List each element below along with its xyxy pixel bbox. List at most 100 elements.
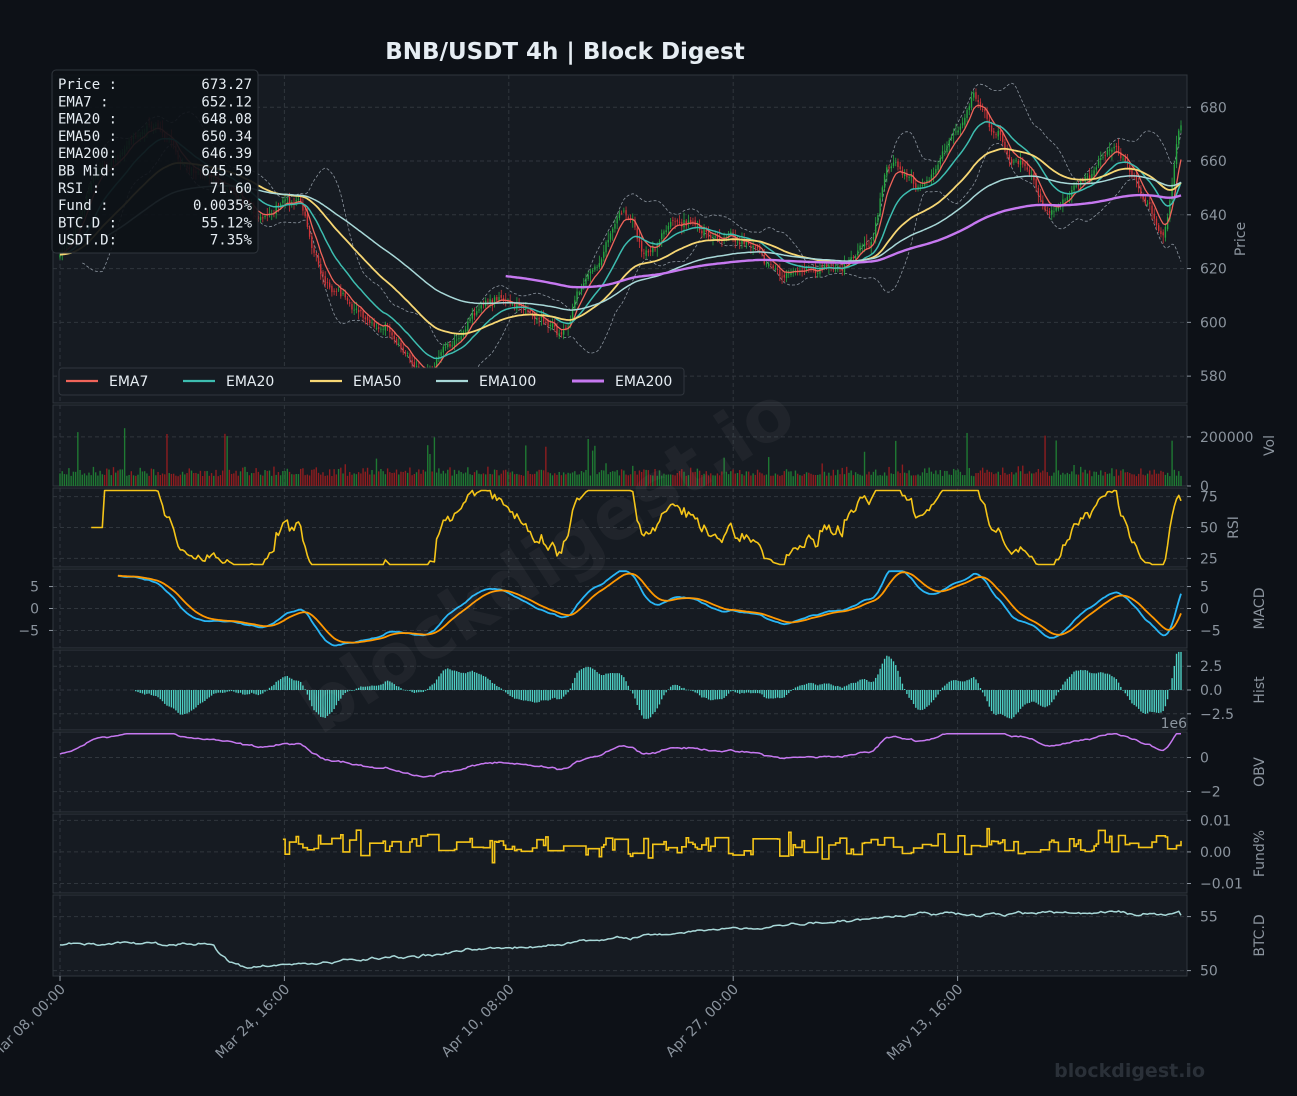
hist-bar	[830, 684, 832, 690]
chart-title: BNB/USDT 4h | Block Digest	[385, 39, 744, 65]
hist-bar	[273, 684, 275, 690]
hist-bar	[295, 680, 297, 690]
hist-bar	[959, 681, 962, 690]
hist-bar	[906, 690, 908, 695]
hist-bar	[469, 671, 471, 690]
volume-bar	[941, 475, 944, 486]
volume-bar	[890, 473, 892, 486]
volume-bar	[476, 470, 478, 486]
candle-body	[369, 319, 371, 323]
hist-bar	[730, 690, 732, 692]
candle-body	[712, 236, 714, 238]
hist-bar	[594, 669, 596, 690]
candle-body	[727, 233, 730, 239]
candle-body	[1037, 187, 1040, 196]
hist-bar	[669, 686, 672, 690]
volume-bar	[438, 468, 440, 486]
hist-bar	[275, 681, 277, 690]
volume-bar	[821, 463, 823, 486]
hist-bar	[460, 672, 462, 690]
price-ytick-label-0: 580	[1200, 369, 1227, 385]
hist-bar	[1066, 678, 1069, 690]
volume-bar	[727, 474, 730, 486]
obv-line	[59, 732, 1181, 778]
hist-bar	[554, 690, 556, 698]
candle-body	[915, 183, 917, 189]
candle-body	[950, 136, 953, 139]
volume-bar	[246, 471, 248, 486]
volume-bar	[190, 470, 193, 486]
hist-bar	[756, 690, 759, 694]
hist-bar	[578, 670, 580, 690]
volume-bar	[647, 470, 650, 486]
volume-bar	[674, 475, 676, 486]
volume-bar	[732, 469, 734, 486]
volume-bar	[1117, 475, 1120, 486]
candle-body	[640, 241, 643, 252]
candle-body	[542, 316, 545, 322]
hist-bar	[137, 690, 139, 693]
candle-body	[805, 268, 808, 272]
candle-body	[562, 329, 565, 335]
panel-btcd: 50 55 BTC.D	[52, 894, 1268, 980]
candle-body	[739, 242, 741, 245]
hist-bar	[859, 679, 861, 690]
volume-bar	[326, 475, 329, 486]
volume-bar	[1102, 475, 1104, 486]
hist-bar	[571, 683, 574, 690]
btcd-ytick-label-0: 50	[1200, 964, 1218, 980]
hist-bar	[988, 690, 991, 707]
candle-body	[315, 253, 317, 256]
volume-bar	[607, 474, 609, 486]
volume-bar	[1135, 476, 1138, 486]
volume-bar	[926, 472, 928, 486]
candle-body	[986, 110, 988, 119]
candle-body	[781, 276, 783, 278]
hist-bar	[545, 690, 547, 701]
obv-ytick-label-1: 0	[1200, 751, 1209, 767]
hist-bar	[357, 687, 360, 690]
volume-bar	[462, 473, 465, 486]
candle-body	[1055, 207, 1057, 211]
candle-body	[1117, 146, 1120, 154]
hist-bar	[513, 690, 516, 699]
candle-body	[1062, 199, 1064, 207]
hist-bar	[496, 685, 498, 690]
candle-body	[872, 237, 875, 240]
hist-bar	[507, 690, 509, 695]
volume-bar	[747, 471, 750, 486]
info-value-0: 673.27	[201, 77, 252, 93]
hist-bar	[456, 671, 458, 690]
candle-body	[534, 314, 536, 319]
hist-bar	[1042, 690, 1044, 707]
hist-bar	[333, 690, 335, 710]
volume-bar	[1162, 471, 1164, 486]
candle-body	[946, 145, 948, 153]
candle-body	[567, 326, 569, 329]
candle-body	[262, 217, 264, 219]
hist-bar	[444, 669, 447, 690]
candle-body	[574, 300, 576, 309]
hist-bar	[779, 690, 781, 699]
volume-bar	[315, 467, 317, 486]
hist-bar	[848, 684, 850, 690]
hist-bar	[476, 672, 478, 690]
candle-body	[1104, 155, 1106, 157]
volume-bar	[464, 472, 467, 486]
volume-bar	[743, 475, 745, 486]
hist-bar	[928, 690, 930, 706]
candle-body	[607, 239, 609, 243]
hist-bar	[589, 667, 592, 690]
candle-body	[1111, 149, 1113, 152]
candle-body	[895, 162, 897, 164]
hist-bar	[518, 690, 520, 700]
candle-body	[1142, 196, 1144, 200]
volume-bar	[591, 450, 594, 486]
hist-bar	[395, 685, 398, 690]
hist-ytick-label-2: 2.5	[1200, 659, 1222, 675]
volume-bar	[435, 472, 438, 486]
candle-body	[1175, 144, 1178, 165]
candle-body	[551, 323, 554, 328]
hist-bar	[1022, 690, 1024, 707]
hist-bar	[531, 690, 534, 702]
